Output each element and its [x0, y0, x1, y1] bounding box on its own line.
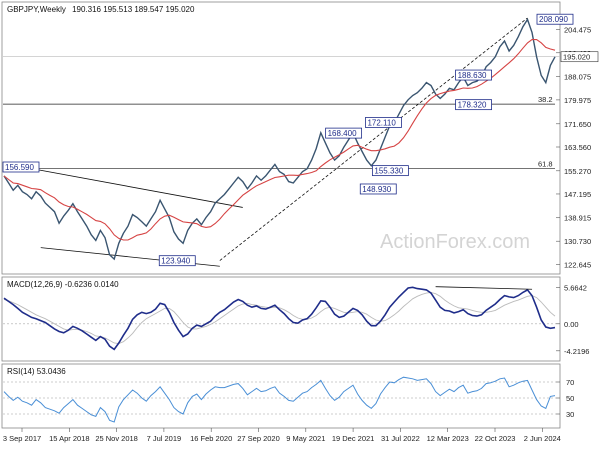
price-label-text: 172.110: [367, 118, 396, 127]
last-price-badge: [560, 51, 599, 63]
macd-divergence-line: [435, 286, 533, 290]
price-label-123.940: 123.940: [158, 255, 196, 267]
macd-series: [3, 286, 556, 351]
macd-tick-label: -4.2196: [564, 347, 589, 356]
moving-average: [3, 39, 556, 241]
price-label-178.320: 178.320: [455, 99, 492, 111]
price-title: GBPJPY,Weekly 190.316 195.513 189.547 19…: [7, 5, 195, 14]
x-tick-label: 12 Mar 2023: [427, 434, 469, 443]
price-label-148.930: 148.930: [359, 183, 397, 195]
price-label-box: [455, 69, 492, 81]
rsi-tick-label: 70: [566, 378, 574, 387]
price-tick-label: 188.075: [564, 73, 591, 82]
rising-trendline: [219, 17, 528, 261]
price-tick-label: 130.730: [564, 237, 591, 246]
price-label-172.110: 172.110: [365, 117, 402, 128]
x-tick-label: 3 Sep 2017: [3, 434, 41, 443]
price-label-155.330: 155.330: [371, 165, 409, 177]
price-label-text: 178.320: [458, 101, 487, 110]
x-tick-label: 31 Jul 2022: [381, 434, 420, 443]
rsi-panel: [1, 363, 561, 429]
price-panel: [1, 1, 561, 275]
x-tick-label: 7 Jul 2019: [147, 434, 182, 443]
price-tick-label: 147.195: [564, 190, 591, 199]
price-label-box: [325, 127, 363, 139]
price-title-ohlc: 190.316 195.513 189.547 195.020: [72, 5, 195, 14]
rsi-series: [3, 376, 556, 423]
price-label-text: 188.630: [458, 71, 487, 80]
fib-label-38.2: 38.2: [538, 95, 553, 104]
y-axis-ticks: 204.475196.400188.075179.975171.650163.5…: [556, 26, 599, 419]
price-tick-label: 163.560: [564, 143, 591, 152]
channel-upper: [8, 163, 243, 208]
price-labels: 156.590 123.940 148.930 155.330 168.400 172.1…: [2, 13, 574, 267]
x-tick-label: 27 Sep 2020: [237, 434, 280, 443]
x-tick-label: 2 Jun 2024: [524, 434, 561, 443]
price-label-text: 156.590: [5, 163, 34, 172]
x-tick-label: 15 Apr 2018: [49, 434, 89, 443]
rsi-tick-label: 30: [566, 410, 574, 419]
x-tick-label: 9 May 2021: [286, 434, 325, 443]
x-tick-label: 22 Oct 2023: [475, 434, 516, 443]
macd-tick-label: 5.6642: [564, 284, 587, 293]
price-label-box: [359, 183, 397, 195]
price-label-188.630: 188.630: [455, 69, 492, 81]
watermark: ActionForex.com: [380, 231, 530, 253]
price-label-box: [2, 161, 40, 173]
macd-tick-label: 0.00: [564, 320, 579, 329]
price-label-text: 148.930: [362, 185, 391, 194]
price-label-text: 168.400: [328, 129, 357, 138]
x-tick-label: 25 Nov 2018: [95, 434, 138, 443]
x-axis-ticks: 3 Sep 2017 15 Apr 2018 25 Nov 2018 7 Jul 20…: [3, 428, 561, 443]
rsi-line: [3, 376, 556, 423]
price-label-box: [158, 255, 196, 267]
price-tick-label: 171.650: [564, 120, 591, 129]
watermark-group: ActionForex.com: [380, 231, 530, 253]
price-tick-label: 122.645: [564, 260, 591, 269]
price-label-text: 208.090: [539, 15, 568, 24]
price-tick-label: 155.270: [564, 167, 591, 176]
price-label-box: [455, 99, 492, 111]
rsi-tick-label: 50: [566, 394, 574, 403]
price-label-156.590: 156.590: [2, 161, 40, 173]
price-label-text: 155.330: [374, 167, 403, 176]
macd-line: [3, 286, 556, 351]
price-tick-label: 204.475: [564, 26, 591, 35]
price-label-box: [371, 165, 409, 177]
ma-line: [3, 39, 556, 241]
macd-panel: [1, 276, 561, 362]
macd-signal-line: [3, 291, 556, 345]
x-tick-label: 19 Dec 2021: [332, 434, 375, 443]
rsi-title: RSI(14) 53.0436: [7, 367, 66, 376]
price-tick-label: 138.915: [564, 214, 591, 223]
x-tick-label: 16 Feb 2020: [190, 434, 232, 443]
price-label-208.090: 208.090: [536, 13, 574, 25]
fib-label-61.8: 61.8: [538, 160, 553, 169]
macd-title: MACD(12,26,9) -0.6236 0.0140: [7, 280, 119, 289]
price-label-168.400: 168.400: [325, 127, 363, 139]
price-tick-label: 179.975: [564, 96, 591, 105]
price-label-text: 123.940: [161, 257, 190, 266]
price-title-symbol: GBPJPY,Weekly: [7, 5, 66, 14]
last-price-label: 195.020: [563, 53, 590, 62]
price-label-box: [365, 117, 402, 128]
price-label-box: [536, 13, 574, 25]
